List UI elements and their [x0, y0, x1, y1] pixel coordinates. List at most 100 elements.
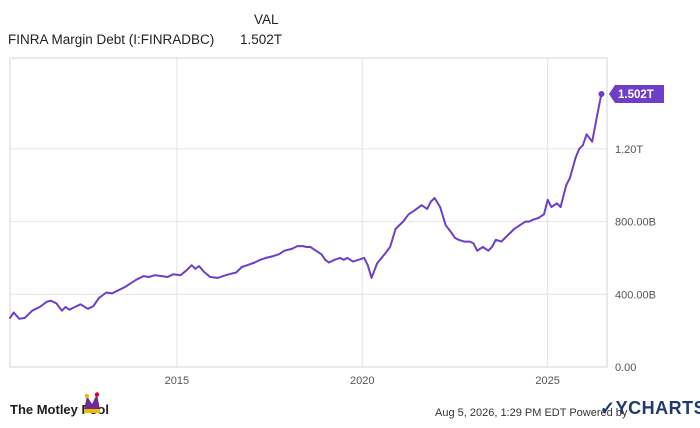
data-point: [537, 217, 540, 219]
data-point: [235, 271, 237, 274]
data-point: [9, 317, 11, 319]
data-point: [61, 309, 63, 312]
legend-series-value: 1.502T: [240, 32, 283, 47]
data-point: [135, 278, 137, 281]
data-point: [227, 273, 230, 276]
data-point: [363, 257, 365, 259]
data-point: [198, 265, 200, 267]
data-point: [49, 299, 52, 302]
data-point: [185, 269, 187, 272]
data-point: [278, 253, 280, 256]
data-point: [582, 144, 584, 147]
data-point: [172, 273, 174, 276]
data-point: [333, 258, 336, 261]
last-value-label: 1.502T: [618, 89, 654, 101]
data-point: [402, 220, 404, 223]
ycharts-check-icon: ✓: [600, 398, 616, 418]
data-point: [291, 248, 293, 250]
data-point: [487, 249, 490, 252]
data-point: [457, 238, 460, 241]
data-point: [87, 308, 89, 310]
data-point: [389, 246, 391, 248]
data-point: [578, 148, 580, 150]
data-point: [394, 228, 397, 230]
jester-hat-icon: [84, 392, 100, 413]
data-point: [339, 257, 341, 259]
data-point: [532, 218, 534, 221]
data-point: [509, 231, 512, 234]
data-point: [500, 240, 503, 243]
data-point: [543, 213, 545, 216]
data-point: [203, 271, 206, 274]
data-point: [190, 264, 193, 267]
data-point: [324, 258, 326, 261]
data-point: [413, 209, 415, 212]
data-point: [124, 286, 126, 288]
data-point: [546, 198, 549, 201]
data-point: [194, 268, 197, 270]
data-point: [216, 277, 219, 279]
data-point: [98, 297, 100, 299]
data-point: [105, 291, 108, 294]
data-point: [222, 275, 225, 277]
data-point: [328, 261, 330, 264]
data-point: [161, 275, 163, 277]
data-point: [476, 249, 479, 252]
data-point: [407, 213, 410, 216]
data-point: [92, 305, 95, 307]
data-point: [559, 206, 562, 208]
data-point: [272, 255, 275, 257]
ycharts-logo[interactable]: ✓YCHARTS: [600, 398, 700, 419]
data-point: [253, 261, 256, 264]
data-point: [569, 177, 571, 179]
data-point: [302, 245, 304, 247]
data-point: [524, 220, 527, 223]
data-point: [259, 258, 262, 261]
last-value-badge: 1.502T: [598, 84, 664, 103]
data-point: [433, 197, 436, 199]
powered-by-label: Powered by: [569, 407, 628, 419]
x-tick-label: 2015: [165, 375, 189, 387]
data-point: [491, 246, 493, 248]
data-point: [129, 282, 132, 285]
data-point: [439, 206, 441, 208]
timestamp: Aug 5, 2026, 1:29 PM EDT: [435, 407, 567, 419]
data-point: [370, 277, 373, 279]
data-point: [246, 264, 249, 267]
data-point: [315, 249, 317, 252]
y-tick-label: 800.00B: [615, 217, 656, 229]
motley-fool-logo[interactable]: The Motley Fool: [10, 402, 109, 417]
data-point: [506, 235, 508, 237]
data-point: [596, 111, 599, 114]
plot-border: [9, 57, 608, 368]
data-point: [367, 264, 369, 267]
data-point: [283, 249, 286, 252]
data-point: [426, 208, 428, 210]
data-point: [519, 224, 521, 227]
data-point: [79, 303, 82, 306]
data-point: [153, 274, 156, 277]
data-point: [111, 292, 113, 295]
data-point: [472, 242, 475, 245]
data-point: [46, 300, 48, 303]
axis-ticks: 0.00 400.00B 800.00B 1.20T 2015 2020 2025: [165, 144, 656, 387]
data-point: [309, 246, 312, 248]
footer-timestamp-line: Aug 5, 2026, 1:29 PM EDT Powered by: [435, 407, 627, 419]
legend-header: VAL: [254, 12, 279, 27]
series-line: [9, 93, 603, 320]
data-point: [68, 308, 71, 311]
data-point: [12, 311, 15, 314]
data-point: [450, 231, 453, 234]
legend-series-name[interactable]: FINRA Margin Debt (I:FINRADBC): [8, 32, 215, 47]
data-point: [342, 258, 345, 261]
data-point: [18, 318, 21, 320]
data-point: [320, 253, 323, 256]
last-value-box: [609, 84, 664, 103]
data-point: [481, 246, 484, 248]
data-point: [346, 257, 349, 259]
last-point-marker: [598, 90, 605, 97]
series-line-group: [9, 93, 603, 320]
data-point: [265, 257, 267, 259]
ycharts-label: YCHARTS: [615, 398, 700, 418]
